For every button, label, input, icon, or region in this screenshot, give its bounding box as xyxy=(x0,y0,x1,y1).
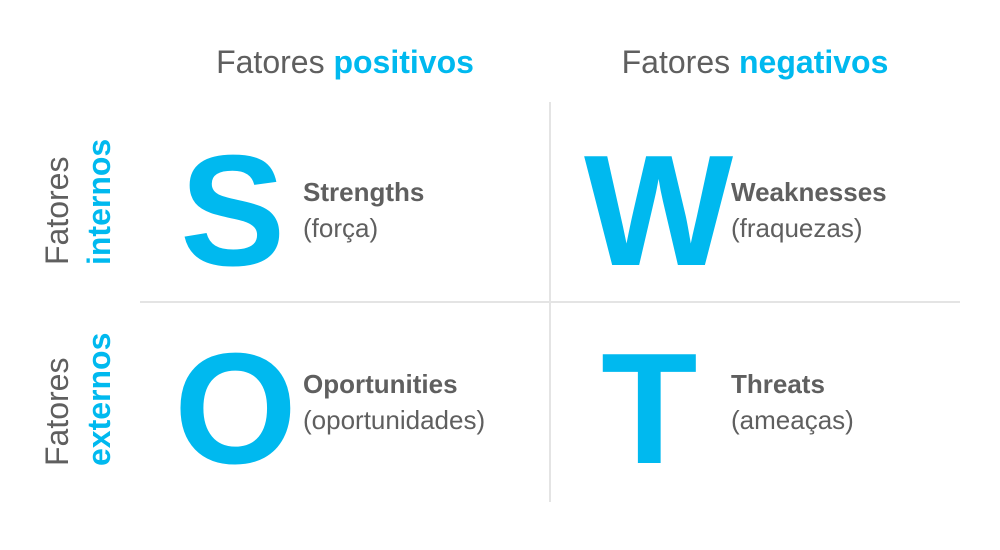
quadrant-subtitle: (ameaças) xyxy=(731,405,854,435)
row-highlight: internos xyxy=(81,138,117,265)
header-positive: Fatores positivos xyxy=(216,44,474,81)
quadrant-title: Oportunities xyxy=(303,369,458,399)
horizontal-divider xyxy=(140,301,960,303)
row-prefix: Fatores xyxy=(39,156,75,265)
quadrant-label-oportunities: Oportunities (oportunidades) xyxy=(303,366,485,438)
quadrant-label-strengths: Strengths (força) xyxy=(303,174,424,246)
quadrant-title: Strengths xyxy=(303,177,425,207)
quadrant-letter-w: W xyxy=(584,123,734,299)
quadrant-title: Threats xyxy=(731,369,825,399)
quadrant-title: Weaknesses xyxy=(731,177,887,207)
header-negative: Fatores negativos xyxy=(622,44,889,81)
header-highlight: positivos xyxy=(333,44,474,80)
quadrant-letter-s: S xyxy=(180,123,286,299)
quadrant-subtitle: (oportunidades) xyxy=(303,405,486,435)
header-prefix: Fatores xyxy=(621,44,731,80)
quadrant-letter-o: O xyxy=(174,321,297,497)
quadrant-label-weaknesses: Weaknesses (fraquezas) xyxy=(731,174,887,246)
quadrant-subtitle: (fraquezas) xyxy=(731,213,863,243)
quadrant-subtitle: (força) xyxy=(303,213,379,243)
header-prefix: Fatores xyxy=(216,44,325,80)
header-highlight: negativos xyxy=(739,44,889,80)
quadrant-letter-t: T xyxy=(601,321,698,497)
row-highlight: externos xyxy=(81,332,117,466)
row-label-external: Fatores externos xyxy=(36,333,120,466)
row-label-internal: Fatores internos xyxy=(36,139,120,265)
quadrant-label-threats: Threats (ameaças) xyxy=(731,366,854,438)
row-prefix: Fatores xyxy=(39,357,75,466)
